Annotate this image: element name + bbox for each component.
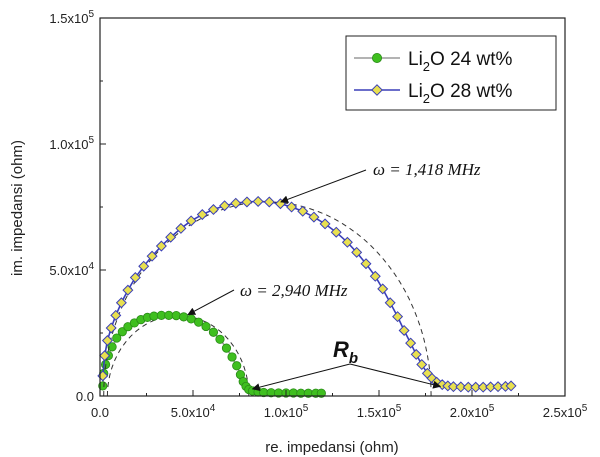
data-point: [297, 205, 309, 217]
annotation-arrow: [251, 363, 351, 392]
ticks-layer: 0.0 5.0x104 1.0x105 1.5x105 2.0x105 2.5x105 0.…: [49, 9, 587, 420]
data-point: [110, 309, 122, 321]
legend-box: [345, 35, 557, 111]
data-point: [351, 246, 363, 258]
data-point: [129, 272, 141, 284]
data-point: [138, 260, 150, 272]
data-point: [263, 196, 275, 208]
data-point: [215, 334, 225, 344]
annotation-arrow: [280, 169, 367, 204]
data-point: [201, 321, 211, 332]
annotation-arrow: [349, 363, 442, 389]
data-point: [227, 352, 237, 362]
data-point: [447, 381, 459, 393]
data-point: [207, 204, 219, 216]
data-point: [221, 343, 232, 353]
annotation-omega-2: ω = 2,940 MHz: [240, 281, 348, 300]
data-point: [477, 381, 489, 393]
x-tick-label: 2.5x105: [543, 403, 588, 420]
data-point: [286, 201, 298, 213]
data-point: [232, 361, 242, 371]
data-point: [384, 297, 396, 309]
data-point: [208, 327, 219, 337]
data-point: [146, 250, 158, 262]
data-point: [308, 211, 320, 223]
data-point: [398, 324, 410, 336]
annotation-omega-1: ω = 1,418 MHz: [373, 160, 481, 179]
data-point: [341, 236, 353, 248]
data-point: [360, 258, 372, 270]
data-point: [426, 372, 438, 384]
data-point: [185, 215, 197, 227]
y-tick-label: 5.0x104: [49, 261, 94, 278]
data-point: [193, 317, 204, 327]
data-point: [105, 322, 117, 334]
x-axis-title: re. impedansi (ohm): [265, 439, 398, 456]
data-point: [219, 200, 231, 212]
data-point: [416, 358, 428, 371]
data-point: [505, 380, 517, 392]
data-point: [492, 381, 504, 393]
data-point: [316, 388, 326, 398]
x-tick-label: 2.0x105: [450, 403, 495, 420]
data-point: [98, 381, 108, 391]
data-point: [155, 240, 167, 252]
data-point: [175, 222, 187, 234]
x-tick-label: 5.0x104: [171, 403, 216, 420]
data-point: [470, 381, 482, 393]
legend-label: Li2O 28 wt%: [408, 81, 513, 106]
legend-marker: [371, 53, 382, 64]
data-point: [230, 197, 242, 209]
annotation-layer: ω = 1,418 MHz ω = 2,940 MHz Rb: [187, 160, 481, 392]
data-point: [196, 209, 208, 221]
annotation-rb: Rb: [333, 337, 358, 367]
data-point: [485, 381, 497, 393]
data-point: [241, 196, 253, 208]
data-point: [107, 342, 117, 352]
x-tick-label: 1.5x105: [357, 403, 402, 420]
data-point: [171, 311, 181, 321]
y-tick-label: 0.0: [76, 389, 94, 404]
data-point: [115, 297, 127, 309]
legend-label: Li2O 24 wt%: [408, 49, 513, 74]
legend-marker: [371, 84, 383, 96]
legend: Li2O 24 wt% Li2O 28 wt%: [345, 35, 557, 111]
data-point: [405, 337, 417, 349]
series-layer: [97, 195, 517, 398]
data-point: [101, 335, 113, 347]
x-tick-label: 1.0x105: [264, 403, 309, 420]
y-tick-label: 1.0x105: [49, 135, 94, 152]
y-tick-label: 1.5x105: [49, 9, 94, 26]
series-1: [97, 195, 517, 397]
data-point: [455, 381, 467, 393]
data-point: [112, 333, 122, 343]
data-point: [392, 311, 404, 323]
data-point: [410, 348, 422, 360]
data-point: [99, 350, 111, 362]
y-axis-title: im. impedansi (ohm): [9, 140, 26, 276]
data-point: [252, 195, 264, 207]
data-point: [330, 226, 342, 238]
data-point: [319, 218, 331, 230]
data-point: [369, 270, 381, 282]
data-point: [377, 283, 389, 295]
data-point: [462, 381, 474, 393]
data-point: [165, 231, 177, 243]
x-tick-label: 0.0: [91, 405, 109, 420]
data-point: [122, 284, 134, 296]
annotation-arrow: [187, 289, 235, 316]
